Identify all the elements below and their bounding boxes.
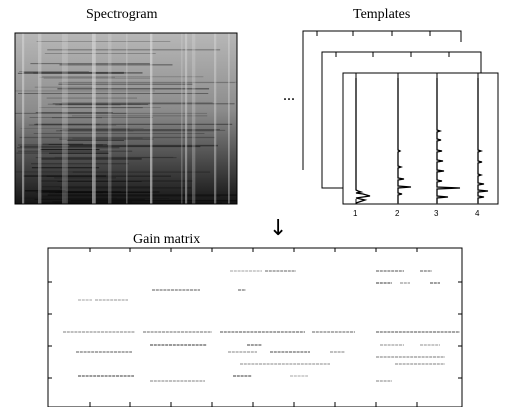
spectrogram-onset-band <box>228 33 230 204</box>
ellipsis: ... <box>283 87 295 104</box>
template-middle-ticks <box>335 52 450 57</box>
template-back-frame <box>302 30 462 170</box>
templates-stack: ... 1 2 3 4 <box>283 30 499 218</box>
template-curve-4 <box>477 78 489 203</box>
spectrogram-onset-band <box>181 33 183 204</box>
spectrogram-panel <box>14 32 238 205</box>
spectrogram-onset-band <box>38 33 42 204</box>
template-curve-2 <box>397 78 412 203</box>
spectrogram-onset-band <box>214 33 217 204</box>
gain-matrix-frame <box>47 247 463 407</box>
down-arrow-icon: ↓ <box>269 216 287 241</box>
spectrogram-onset-band <box>150 33 153 204</box>
template-front-frame <box>342 72 499 205</box>
gain-matrix-top-ticks <box>89 248 418 252</box>
gain-matrix-left-ticks <box>48 281 52 379</box>
template-tick-label-4: 4 <box>475 209 480 218</box>
spectrogram-onset-band <box>22 33 25 204</box>
template-curve-1 <box>355 78 371 204</box>
spectrogram-onset-band <box>185 33 188 204</box>
spectrogram-onset-band <box>108 33 112 204</box>
template-front-top-ticks <box>355 73 479 78</box>
gain-matrix-title: Gain matrix <box>133 232 201 247</box>
spectrogram-onset-band <box>66 33 68 204</box>
template-tick-label-2: 2 <box>395 209 400 218</box>
gain-matrix-bottom-ticks <box>89 402 418 407</box>
spectrogram-title: Spectrogram <box>86 7 158 22</box>
spectrogram-onset-band <box>192 33 196 204</box>
template-tick-label-3: 3 <box>434 209 439 218</box>
template-tick-label-1: 1 <box>353 209 358 218</box>
gain-matrix-right-ticks <box>458 281 462 379</box>
spectrogram-onset-band <box>126 33 128 204</box>
gain-matrix-panel <box>47 247 463 407</box>
template-curve-3 <box>436 78 461 203</box>
templates-title: Templates <box>353 7 411 22</box>
template-back-ticks <box>316 31 431 36</box>
spectrogram-onset-band <box>62 33 67 204</box>
gain-activations <box>63 270 460 382</box>
spectrogram-onsets <box>22 33 230 204</box>
spectrogram-frame <box>14 32 238 205</box>
spectrogram-onset-band <box>92 33 96 204</box>
